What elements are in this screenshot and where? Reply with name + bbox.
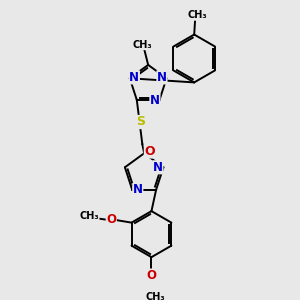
Text: CH₃: CH₃ xyxy=(187,10,207,20)
Text: N: N xyxy=(133,183,143,196)
Text: CH₃: CH₃ xyxy=(133,40,152,50)
Text: O: O xyxy=(144,145,155,158)
Text: O: O xyxy=(146,269,157,282)
Text: S: S xyxy=(136,116,145,128)
Text: N: N xyxy=(129,71,140,84)
Text: N: N xyxy=(153,161,163,174)
Text: N: N xyxy=(150,94,160,107)
Text: CH₃: CH₃ xyxy=(145,292,165,300)
Text: N: N xyxy=(157,71,167,84)
Text: CH₃: CH₃ xyxy=(80,211,99,221)
Text: O: O xyxy=(106,213,116,226)
